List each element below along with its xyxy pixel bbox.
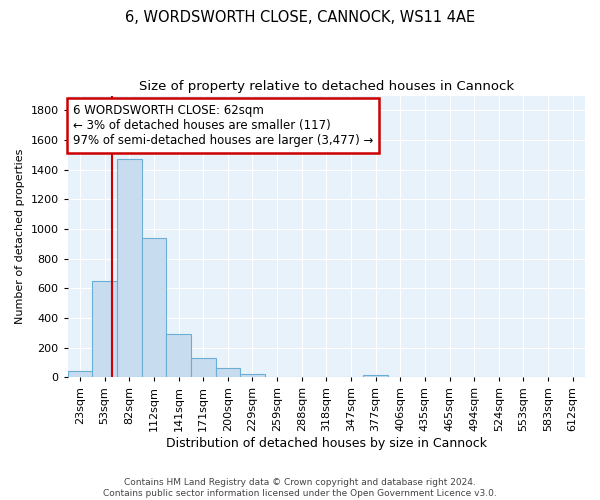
Text: 6 WORDSWORTH CLOSE: 62sqm
← 3% of detached houses are smaller (117)
97% of semi-: 6 WORDSWORTH CLOSE: 62sqm ← 3% of detach…: [73, 104, 373, 147]
Bar: [117, 160, 142, 378]
Bar: [240, 374, 265, 378]
Bar: [142, 238, 166, 378]
Bar: [388, 376, 413, 378]
Bar: [338, 376, 364, 378]
Bar: [215, 368, 240, 378]
Bar: [68, 372, 92, 378]
Bar: [314, 376, 338, 378]
Text: 6, WORDSWORTH CLOSE, CANNOCK, WS11 4AE: 6, WORDSWORTH CLOSE, CANNOCK, WS11 4AE: [125, 10, 475, 25]
X-axis label: Distribution of detached houses by size in Cannock: Distribution of detached houses by size …: [166, 437, 487, 450]
Bar: [166, 334, 191, 378]
Bar: [364, 375, 388, 378]
Text: Contains HM Land Registry data © Crown copyright and database right 2024.
Contai: Contains HM Land Registry data © Crown c…: [103, 478, 497, 498]
Bar: [191, 358, 215, 378]
Bar: [92, 281, 117, 378]
Bar: [265, 376, 289, 378]
Title: Size of property relative to detached houses in Cannock: Size of property relative to detached ho…: [139, 80, 514, 93]
Bar: [289, 376, 314, 378]
Y-axis label: Number of detached properties: Number of detached properties: [15, 148, 25, 324]
